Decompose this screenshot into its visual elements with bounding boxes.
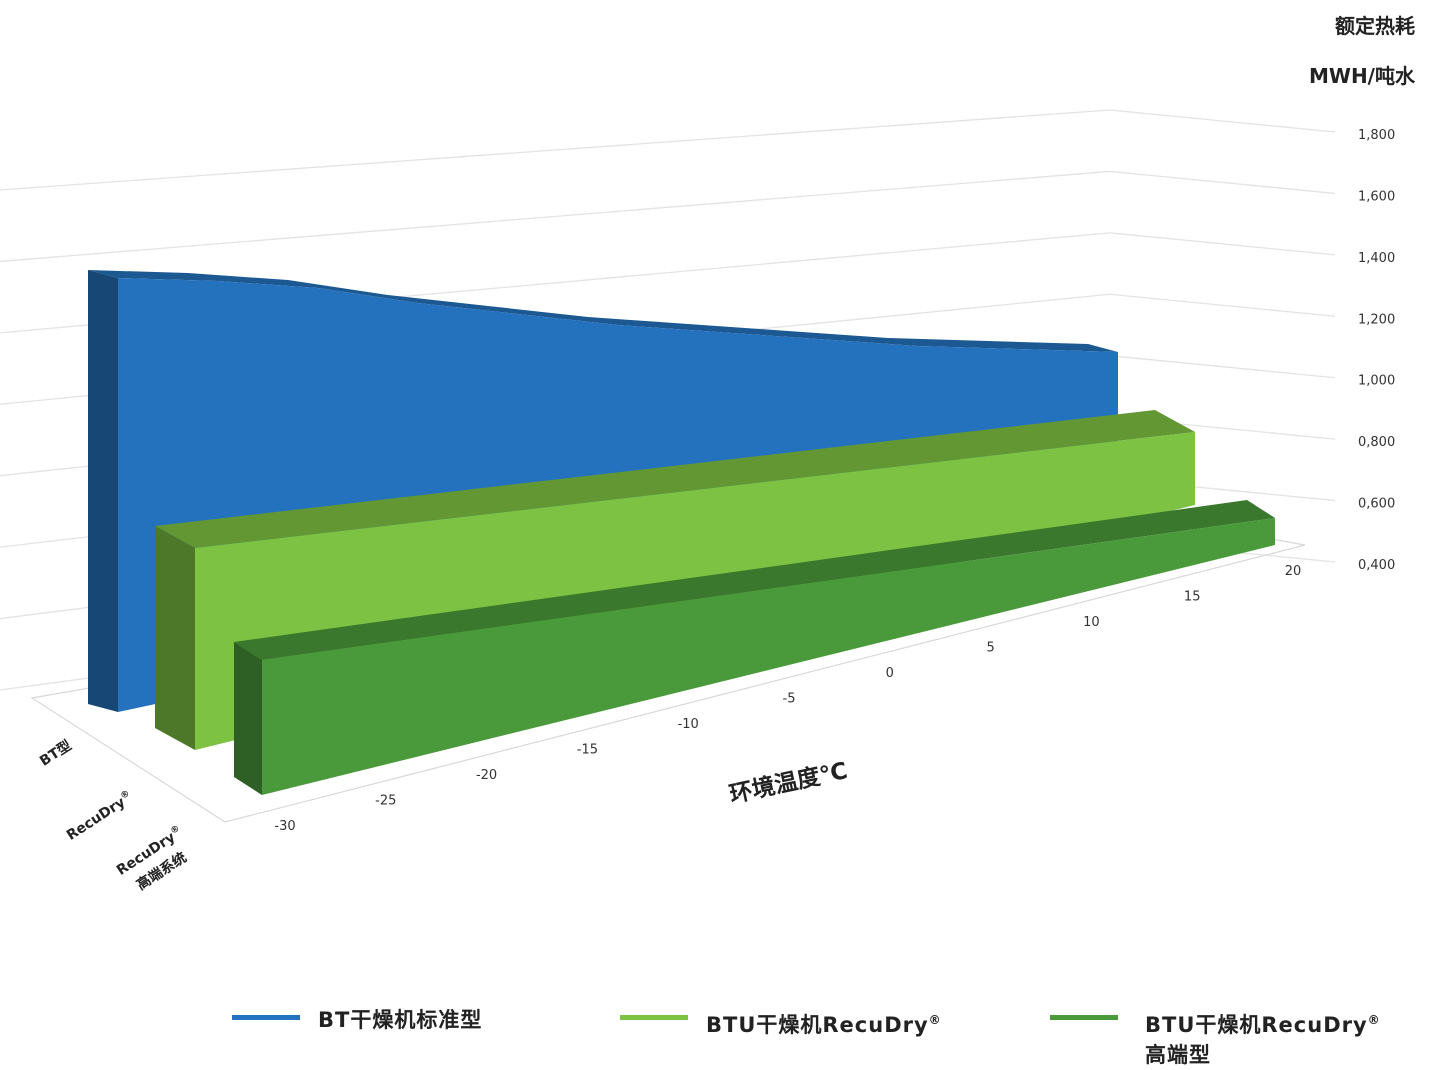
series-ribbons xyxy=(88,270,1275,795)
x-tick-label: -25 xyxy=(375,794,396,809)
legend-label-text: BT干燥机标准型 xyxy=(318,1008,483,1032)
x-tick-label: 5 xyxy=(986,641,994,656)
z-axis-title-line2: MWH/吨水 xyxy=(1308,64,1415,88)
depth-category-label: RecuDry® xyxy=(63,789,135,844)
gridline xyxy=(0,170,1111,263)
gridline xyxy=(1109,170,1336,195)
x-tick-label: 20 xyxy=(1285,564,1302,579)
x-tick-label: -5 xyxy=(783,692,796,707)
x-tick-label: -30 xyxy=(274,819,295,834)
gridline xyxy=(1109,355,1336,379)
gridline xyxy=(1109,293,1336,317)
registered-mark: ® xyxy=(928,1013,942,1027)
legend-swatch-recudry xyxy=(620,1015,688,1020)
z-tick-label: 0,600 xyxy=(1358,497,1395,512)
series-side-face xyxy=(88,270,118,712)
z-axis-title-line1: 额定热耗 xyxy=(1335,14,1415,38)
gridline xyxy=(0,109,1111,191)
registered-mark: ® xyxy=(169,824,182,837)
z-tick-label: 0,800 xyxy=(1358,435,1395,450)
gridline xyxy=(1109,109,1336,133)
legend-label-recudry: BTU干燥机RecuDry® xyxy=(706,1005,942,1040)
z-tick-label: 1,600 xyxy=(1358,189,1395,204)
z-tick-label: 1,000 xyxy=(1358,374,1395,389)
legend-item-recudry: BTU干燥机RecuDry® xyxy=(620,1005,1000,1065)
legend-item-recudry-premium: BTU干燥机RecuDry® 高端型 xyxy=(1050,1005,1430,1067)
series-top-face xyxy=(234,500,1275,660)
legend-item-bt-standard: BT干燥机标准型 xyxy=(232,1005,562,1065)
x-tick-label: -10 xyxy=(678,717,699,732)
x-tick-label: 15 xyxy=(1184,590,1201,605)
depth-category-label: BT型 xyxy=(37,737,75,770)
z-tick-label: 1,800 xyxy=(1358,128,1395,143)
registered-mark: ® xyxy=(1367,1013,1381,1027)
x-tick-label: 10 xyxy=(1083,615,1100,630)
z-tick-label: 1,400 xyxy=(1358,251,1395,266)
x-tick-label: 0 xyxy=(886,666,894,681)
series-front-face xyxy=(262,518,1275,795)
gridline xyxy=(1109,232,1336,256)
series-top-face xyxy=(88,270,1118,352)
legend-swatch-recudry-premium xyxy=(1050,1015,1118,1020)
series-side-face xyxy=(155,526,195,750)
legend-label-line2: 高端型 xyxy=(1145,1043,1211,1067)
x-tick-label: -15 xyxy=(577,743,598,758)
legend-label-text: BTU干燥机RecuDry xyxy=(1145,1013,1368,1037)
legend-label-text: BTU干燥机RecuDry xyxy=(706,1013,929,1037)
legend-label-recudry-premium: BTU干燥机RecuDry® 高端型 xyxy=(1145,1005,1381,1070)
legend-label-bt-standard: BT干燥机标准型 xyxy=(318,1005,482,1035)
z-tick-label: 1,200 xyxy=(1358,312,1395,327)
z-tick-label: 0,400 xyxy=(1358,558,1395,573)
series-top-face xyxy=(155,410,1195,548)
x-axis-title: 环境温度℃ xyxy=(727,757,850,808)
x-tick-label: -20 xyxy=(476,768,497,783)
registered-mark: ® xyxy=(119,789,132,802)
series-side-face xyxy=(234,642,262,795)
legend-swatch-bt-standard xyxy=(232,1015,300,1020)
